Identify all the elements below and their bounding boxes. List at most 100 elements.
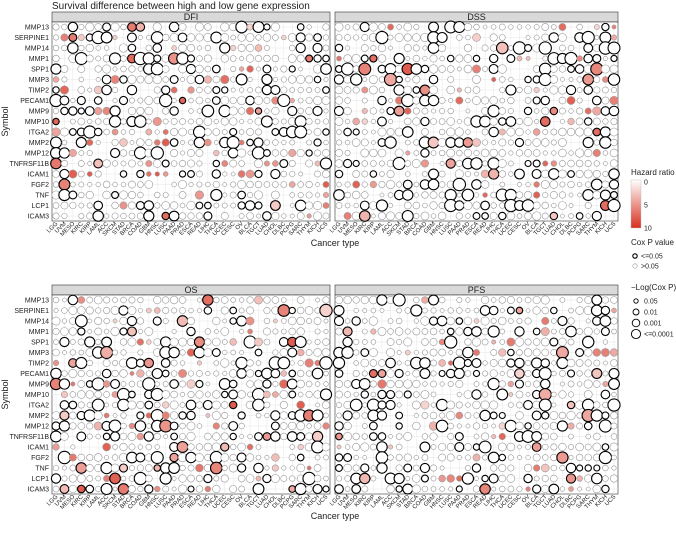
bubble-mark: [352, 128, 360, 136]
bubble-mark: [550, 443, 558, 451]
bubble-mark: [161, 390, 170, 399]
bubble-mark: [280, 181, 288, 188]
bubble-mark: [480, 295, 490, 305]
bubble-mark: [211, 96, 221, 105]
bubble-mark: [187, 464, 195, 472]
bubble-mark: [120, 296, 127, 304]
bubble-mark: [419, 441, 431, 453]
bubble-mark: [419, 462, 431, 474]
bubble-mark: [515, 306, 524, 315]
bubble-mark: [421, 107, 429, 115]
bubble-mark: [52, 107, 60, 115]
bubble-mark: [136, 411, 145, 420]
bubble-mark: [312, 42, 323, 54]
bubble-mark: [210, 31, 223, 44]
bubble-mark: [103, 475, 111, 482]
bubble-mark: [68, 484, 77, 494]
bubble-mark: [514, 368, 525, 379]
bubble-mark: [610, 296, 618, 304]
bubble-mark: [213, 370, 220, 377]
bubble-mark: [455, 317, 464, 325]
bubble-mark: [524, 359, 532, 367]
bubble-mark: [575, 442, 584, 452]
bubble-mark: [592, 149, 601, 157]
bubble-mark: [162, 107, 170, 115]
bubble-mark: [577, 181, 583, 188]
bubble-mark: [334, 117, 344, 126]
bubble-mark: [60, 390, 68, 399]
bubble-mark: [549, 421, 558, 431]
bubble-mark: [566, 127, 576, 137]
y-tick-label: MMP13: [25, 25, 49, 32]
bubble-mark: [102, 432, 111, 441]
bubble-mark: [342, 326, 353, 337]
bubble-mark: [314, 339, 321, 345]
bubble-mark: [52, 359, 60, 367]
bubble-mark: [152, 316, 162, 326]
bubble-mark: [514, 337, 525, 347]
bubble-mark: [523, 106, 533, 116]
bubble-mark: [607, 398, 621, 412]
bubble-mark: [559, 328, 566, 335]
bubble-mark: [168, 21, 180, 33]
bubble-mark: [379, 108, 385, 114]
bubble-mark: [515, 117, 524, 126]
bubble-mark: [361, 160, 369, 167]
bubble-mark: [600, 106, 611, 116]
bubble-mark: [77, 65, 86, 73]
bubble-mark: [187, 212, 195, 220]
bubble-mark: [446, 54, 455, 63]
bubble-mark: [583, 421, 593, 431]
bubble-mark: [135, 22, 146, 32]
bubble-mark: [489, 96, 498, 105]
bubble-mark: [76, 474, 86, 483]
bubble-mark: [524, 139, 532, 146]
bubble-mark: [321, 96, 331, 105]
bubble-mark: [343, 463, 352, 473]
legend-logp-label: <=0.0001: [644, 332, 674, 339]
y-tick-label: MMP14: [25, 46, 49, 53]
bubble-mark: [480, 316, 490, 326]
bubble-mark: [60, 33, 69, 42]
bubble-mark: [370, 475, 377, 482]
bubble-mark: [454, 200, 465, 211]
bubble-mark: [230, 181, 237, 188]
bubble-mark: [361, 129, 368, 135]
bubble-mark: [77, 422, 86, 430]
bubble-mark: [246, 380, 254, 388]
bubble-mark: [568, 192, 574, 198]
bubble-mark: [91, 398, 105, 412]
bubble-mark: [487, 157, 500, 170]
bubble-mark: [239, 56, 245, 61]
bubble-mark: [178, 170, 187, 178]
bubble-mark: [77, 86, 86, 94]
bubble-mark: [377, 148, 387, 158]
bubble-mark: [161, 159, 170, 168]
bubble-mark: [129, 140, 135, 145]
bubble-mark: [220, 96, 230, 105]
bubble-mark: [204, 201, 212, 210]
bubble-mark: [395, 390, 404, 399]
bubble-mark: [361, 370, 368, 377]
bubble-mark: [203, 54, 212, 63]
bubble-mark: [584, 453, 592, 462]
bubble-mark: [430, 464, 437, 472]
bubble-mark: [161, 369, 170, 378]
bubble-mark: [482, 192, 488, 198]
bubble-mark: [516, 55, 523, 62]
bubble-mark: [102, 180, 111, 189]
bubble-mark: [360, 463, 370, 473]
bubble-mark: [137, 349, 144, 356]
bubble-mark: [77, 117, 86, 126]
bubble-mark: [154, 485, 161, 493]
bubble-mark: [594, 35, 600, 40]
bubble-mark: [387, 454, 394, 461]
bubble-mark: [515, 411, 524, 420]
bubble-mark: [315, 297, 320, 303]
bubble-mark: [161, 201, 170, 210]
bubble-mark: [334, 379, 344, 389]
bubble-mark: [498, 348, 507, 357]
bubble-mark: [296, 316, 305, 326]
bubble-mark: [472, 201, 481, 210]
bubble-mark: [323, 329, 329, 334]
